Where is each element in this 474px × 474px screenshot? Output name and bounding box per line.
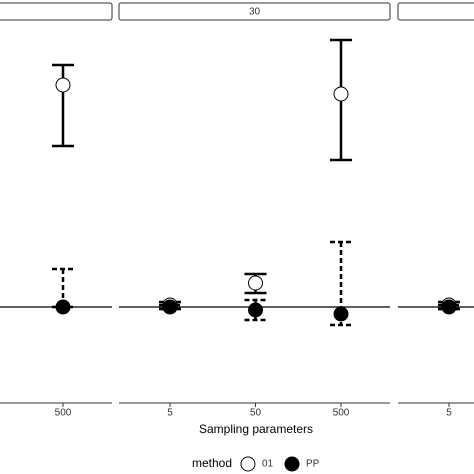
point (441, 299, 457, 315)
point (55, 77, 71, 93)
point (162, 299, 178, 315)
facet-label: 30 (249, 7, 261, 18)
facet-strip (397, 2, 474, 21)
legend-key (284, 456, 300, 472)
point (55, 299, 71, 315)
error-bar (330, 240, 352, 327)
error-bar (52, 63, 74, 148)
x-tick-label: 500 (55, 408, 72, 419)
x-tick-label: 5 (167, 408, 173, 419)
legend-label: 01 (262, 459, 274, 470)
x-tick-label: 50 (250, 408, 262, 419)
point (248, 302, 263, 318)
legend-label: PP (306, 459, 320, 470)
x-axis-title: Sampling parameters (199, 422, 313, 436)
point (333, 86, 349, 102)
point (248, 275, 263, 291)
legend-title: method (192, 456, 232, 470)
facet-strip (0, 2, 113, 21)
x-tick-label: 5 (446, 408, 452, 419)
legend-key (240, 456, 256, 472)
facet-strip (118, 2, 391, 21)
x-tick-label: 500 (333, 408, 350, 419)
point (333, 306, 349, 322)
